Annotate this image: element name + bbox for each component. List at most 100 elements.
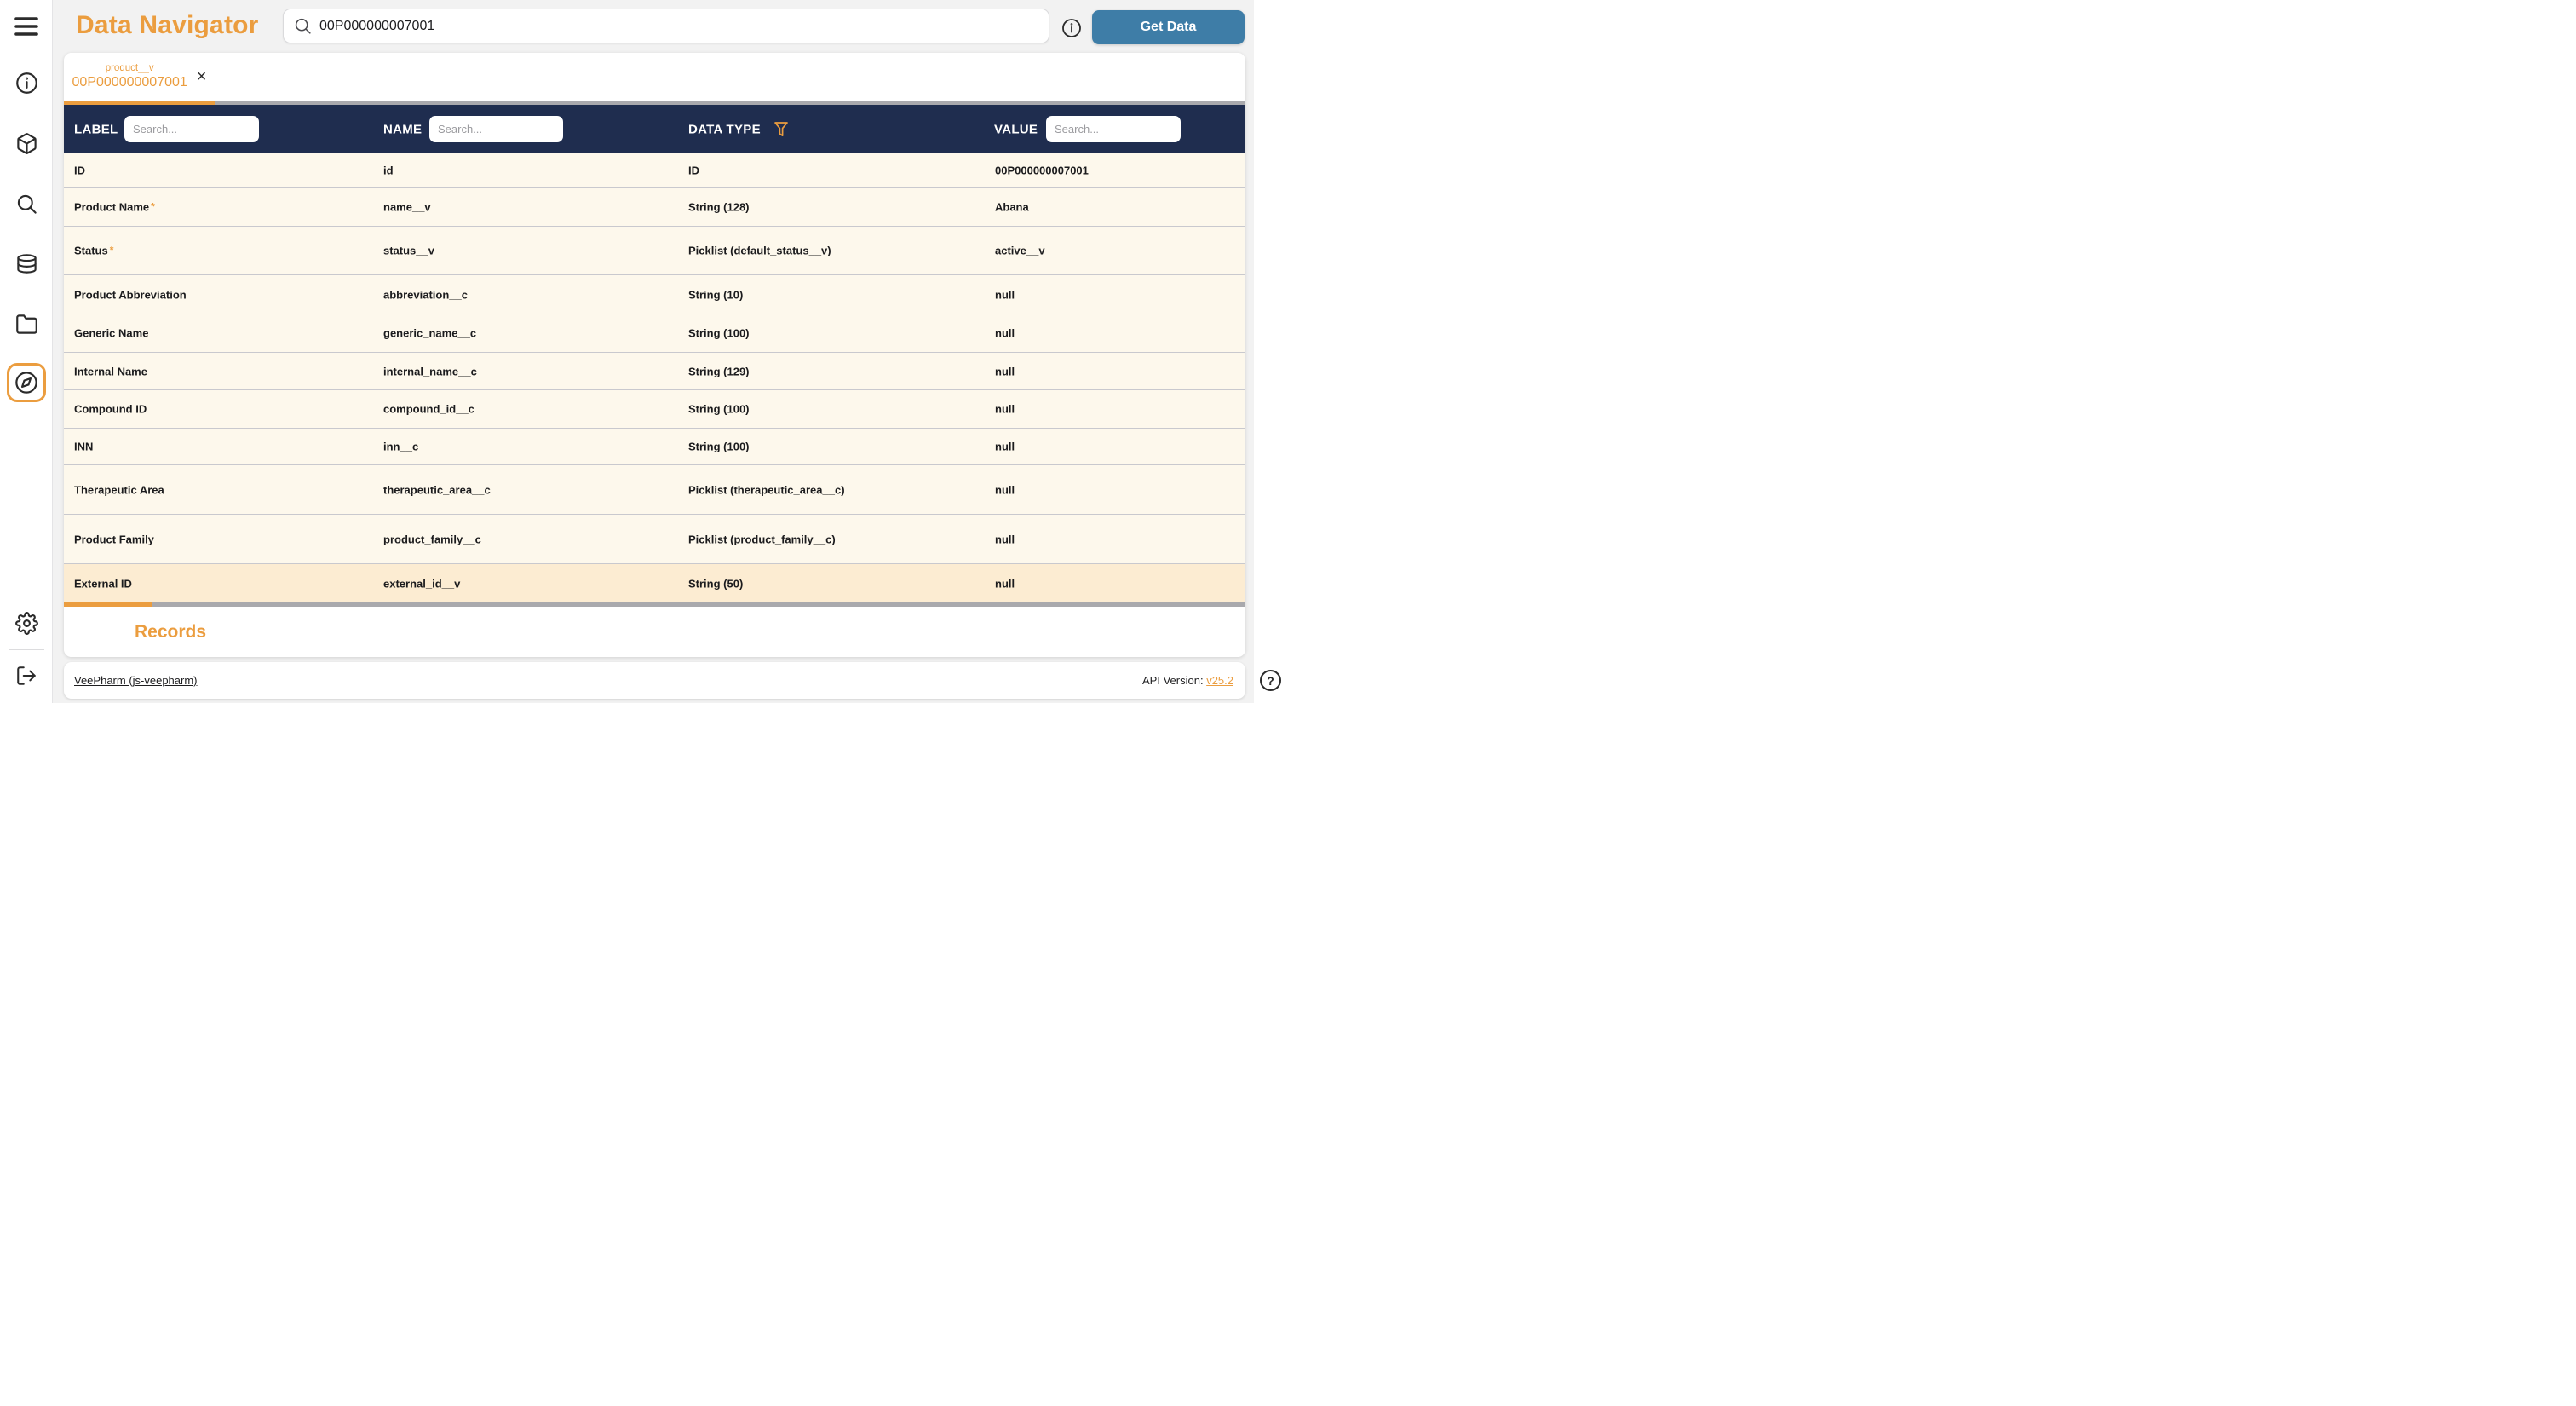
record-panel: product__v 00P000000007001 × LABEL NAME … [64, 53, 1245, 657]
folder-icon [15, 314, 37, 334]
cell-type: Picklist (default_status__v) [688, 244, 831, 257]
data-type-filter-button[interactable] [773, 121, 789, 138]
cell-name: abbreviation__c [383, 288, 468, 301]
cell-type: String (129) [688, 365, 750, 377]
table-row[interactable]: External ID external_id__v String (50) null [64, 563, 1245, 602]
cell-label: Compound ID [74, 402, 147, 416]
environment-link[interactable]: VeePharm (js-veepharm) [74, 674, 198, 687]
menu-button[interactable] [0, 12, 53, 41]
help-button[interactable]: ? [1260, 670, 1281, 691]
scrollbar-thumb[interactable] [64, 602, 152, 607]
sidebar-item-logout[interactable] [0, 664, 53, 688]
cell-value: 00P000000007001 [995, 164, 1089, 177]
cell-value: null [995, 288, 1015, 301]
name-search-input[interactable] [429, 116, 563, 142]
table-row[interactable]: Product Abbreviation abbreviation__c Strin… [64, 274, 1245, 314]
column-header-data-type: DATA TYPE [688, 122, 761, 136]
sidebar-item-folder[interactable] [0, 313, 53, 336]
cell-name: internal_name__c [383, 365, 477, 377]
cell-value: null [995, 365, 1015, 377]
sidebar-divider [9, 649, 44, 650]
column-header-name: NAME [383, 122, 423, 136]
table-row[interactable]: Product Family product_family__c Picklist … [64, 514, 1245, 563]
required-asterisk: * [109, 244, 114, 256]
cell-name: status__v [383, 244, 434, 257]
cell-type: String (128) [688, 200, 750, 214]
filter-funnel-icon [774, 122, 788, 137]
cell-type: String (100) [688, 402, 750, 416]
label-search-input[interactable] [124, 116, 259, 142]
info-button[interactable] [1061, 18, 1082, 38]
cell-name: name__v [383, 200, 431, 214]
magnifier-icon [295, 18, 311, 34]
cell-value: null [995, 533, 1015, 545]
value-search-input[interactable] [1046, 116, 1181, 142]
sidebar-item-package[interactable] [0, 132, 53, 155]
compass-icon [15, 372, 37, 394]
table-row[interactable]: Therapeutic Area therapeutic_area__c Pickl… [64, 464, 1245, 514]
tab-bar: product__v 00P000000007001 × [64, 53, 1245, 101]
sidebar-item-settings[interactable] [0, 611, 53, 635]
cell-type: String (100) [688, 440, 750, 453]
cell-label: Therapeutic Area [74, 483, 164, 496]
cell-value: null [995, 577, 1015, 590]
cell-type: String (10) [688, 288, 744, 301]
column-header-value: VALUE [994, 122, 1038, 136]
records-section: Records [64, 607, 1245, 657]
table-row[interactable]: ID id ID 00P000000007001 [64, 153, 1245, 187]
cell-label: Product Family [74, 533, 154, 545]
right-gutter [1254, 0, 1288, 703]
sidebar-item-navigator-active[interactable] [7, 363, 46, 402]
cell-type: Picklist (therapeutic_area__c) [688, 483, 845, 496]
tab-close-icon[interactable]: × [196, 67, 207, 86]
main-area: Data Navigator Get Data product__v [53, 0, 1254, 703]
cell-name: therapeutic_area__c [383, 483, 491, 496]
sidebar-item-search[interactable] [0, 193, 53, 216]
column-header-label: LABEL [74, 122, 118, 136]
cell-type: String (50) [688, 577, 744, 590]
table-header: LABEL NAME DATA TYPE VALUE [64, 105, 1245, 153]
global-search-input[interactable] [319, 18, 1038, 34]
cell-name: generic_name__c [383, 326, 477, 340]
app-title: Data Navigator [76, 11, 259, 39]
info-circle-icon [1062, 19, 1081, 37]
cell-type: Picklist (product_family__c) [688, 533, 836, 545]
table-row[interactable]: Product Name * name__v String (128) Abana [64, 187, 1245, 226]
info-icon [15, 72, 37, 94]
logout-icon [17, 666, 36, 685]
field-table-body: ID id ID 00P000000007001 Product Name * name__… [64, 153, 1245, 602]
package-icon [16, 133, 37, 154]
cell-name: inn__c [383, 440, 419, 453]
api-version: API Version: v25.2 [1142, 674, 1233, 687]
cell-label: INN [74, 440, 94, 453]
cell-name: compound_id__c [383, 402, 474, 416]
table-row[interactable]: Compound ID compound_id__c String (100) nul… [64, 389, 1245, 428]
cell-value: Abana [995, 200, 1029, 214]
api-version-label: API Version: [1142, 674, 1204, 687]
cell-label: Product Name * [74, 200, 155, 214]
api-version-link[interactable]: v25.2 [1206, 674, 1233, 687]
sidebar-item-database[interactable] [0, 252, 53, 275]
tab-labels: product__v 00P000000007001 [72, 62, 187, 91]
question-mark-icon: ? [1267, 673, 1274, 688]
global-search-bar[interactable] [283, 9, 1049, 43]
tab-indicator-track [64, 101, 1245, 105]
cell-label: Product Abbreviation [74, 288, 187, 301]
cell-name: product_family__c [383, 533, 481, 545]
table-row[interactable]: Generic Name generic_name__c String (100) n… [64, 314, 1245, 352]
table-row[interactable]: Status * status__v Picklist (default_status… [64, 226, 1245, 274]
cell-label: External ID [74, 577, 132, 590]
get-data-button[interactable]: Get Data [1092, 10, 1245, 44]
tab-product-record[interactable]: product__v 00P000000007001 × [64, 53, 215, 101]
cell-type: String (100) [688, 326, 750, 340]
cell-label: Generic Name [74, 326, 149, 340]
tab-object-name: product__v [105, 62, 154, 73]
table-row[interactable]: Internal Name internal_name__c String (129… [64, 352, 1245, 389]
cell-label: ID [74, 164, 85, 177]
sidebar-item-info[interactable] [0, 72, 53, 95]
tab-record-id: 00P000000007001 [72, 75, 187, 90]
records-section-title[interactable]: Records [135, 621, 207, 642]
table-row[interactable]: INN inn__c String (100) null [64, 428, 1245, 464]
horizontal-scrollbar[interactable] [64, 602, 1245, 607]
cell-value: active__v [995, 244, 1045, 257]
